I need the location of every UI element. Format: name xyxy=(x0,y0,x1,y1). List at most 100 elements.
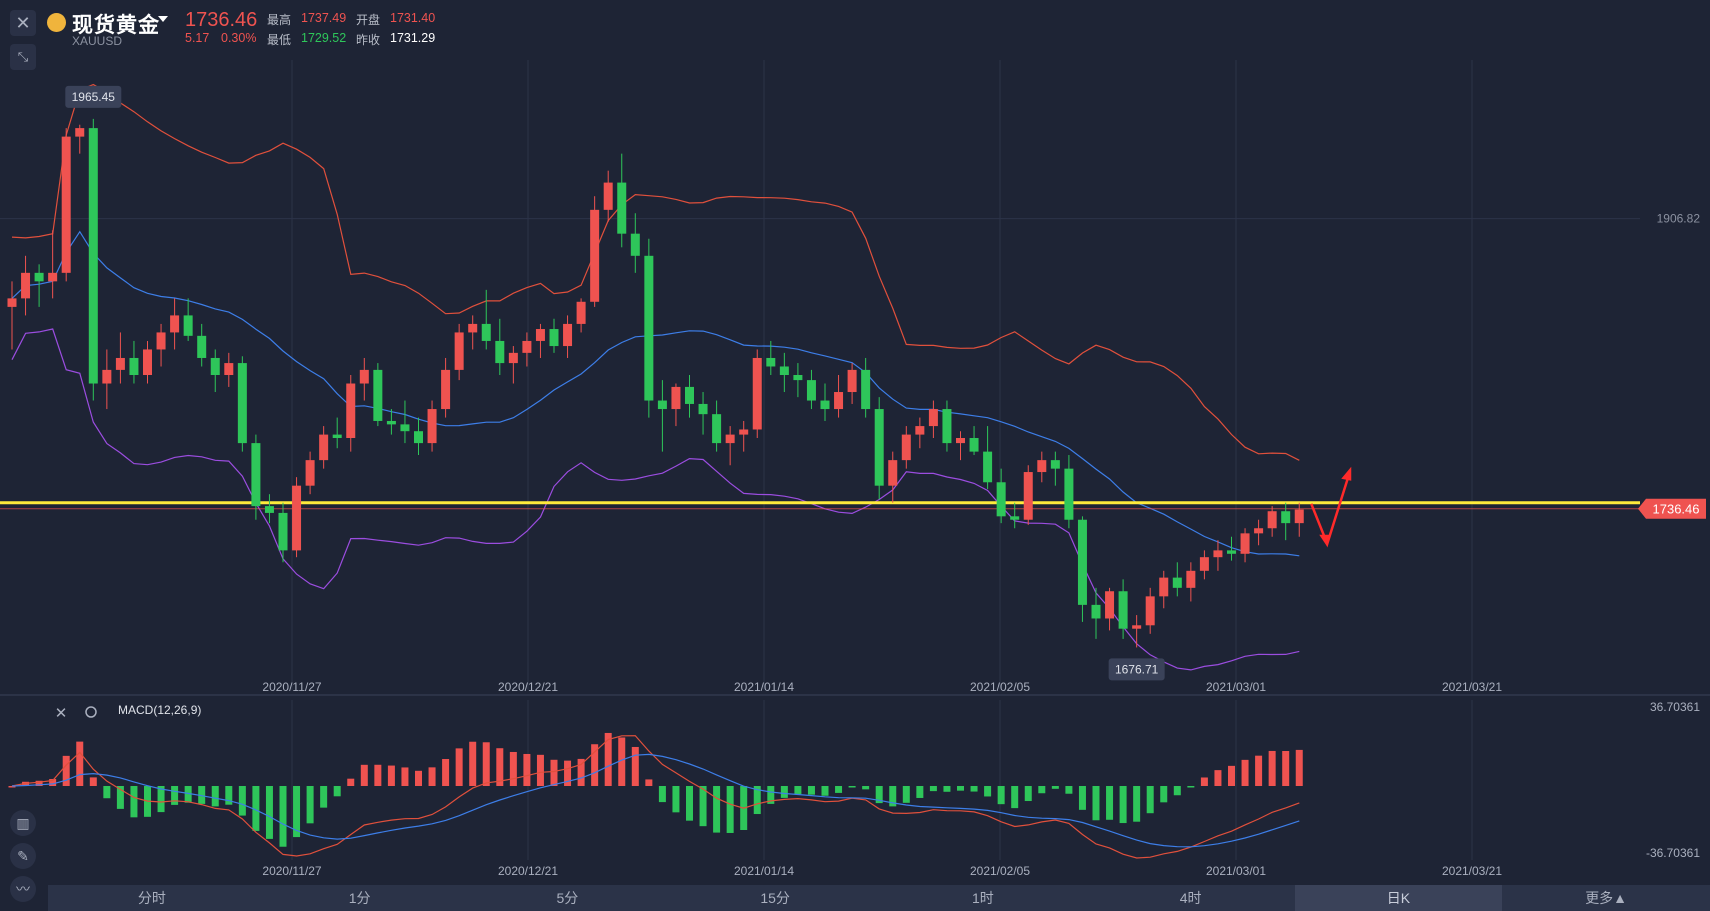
candle xyxy=(793,375,803,381)
macd-bar xyxy=(49,779,57,786)
close-icon[interactable]: ✕ xyxy=(10,10,36,36)
candle xyxy=(427,409,437,444)
candle xyxy=(115,357,125,370)
tab-timeframe[interactable]: 分时 xyxy=(137,890,166,906)
macd-bar xyxy=(442,759,450,786)
macd-bar xyxy=(130,786,138,818)
collapse-icon[interactable]: ⤡ xyxy=(10,44,36,70)
macd-bar xyxy=(943,786,951,792)
macd-bar xyxy=(713,786,721,833)
arrow-head-icon xyxy=(1319,534,1330,547)
candle xyxy=(88,128,98,384)
macd-y-top-label: 36.70361 xyxy=(1650,700,1700,714)
x-tick-label: 2020/12/21 xyxy=(498,680,558,694)
candle xyxy=(1186,570,1196,588)
candle xyxy=(752,357,762,430)
pencil-icon[interactable]: ✎ xyxy=(10,843,36,869)
candle xyxy=(1199,557,1209,571)
candle xyxy=(1077,519,1087,605)
candle xyxy=(495,340,505,364)
candle xyxy=(1064,468,1074,520)
tab-timeframe[interactable]: 4时 xyxy=(1179,890,1202,906)
macd-bar xyxy=(333,786,341,797)
macd-bar xyxy=(1214,770,1222,786)
candle xyxy=(712,414,722,444)
tab-timeframe[interactable]: 15分 xyxy=(760,890,790,906)
macd-x-tick-label: 2020/12/21 xyxy=(498,864,558,878)
candle xyxy=(1213,550,1223,558)
candle xyxy=(847,369,857,393)
candle xyxy=(481,323,491,341)
candle xyxy=(468,323,478,333)
macd-panel: MACD(12,26,9) 36.70361 -36.70361 ✕ xyxy=(8,700,1700,860)
tab-timeframe[interactable]: 5分 xyxy=(556,890,579,906)
candle xyxy=(535,329,545,341)
tab-timeframe[interactable]: 1分 xyxy=(348,890,371,906)
candle xyxy=(441,369,451,410)
candle xyxy=(739,429,749,435)
candle xyxy=(508,352,518,364)
macd-bar xyxy=(1200,777,1208,786)
price-change-pct: 0.30% xyxy=(221,31,257,45)
macd-bar xyxy=(848,786,856,788)
macd-bar xyxy=(889,786,897,807)
candle xyxy=(183,315,193,336)
macd-bar xyxy=(293,786,301,838)
macd-bar xyxy=(1133,786,1141,822)
candle xyxy=(1132,625,1142,629)
candle xyxy=(820,400,830,410)
macd-bar xyxy=(35,780,43,786)
macd-bar xyxy=(469,741,477,786)
macd-bar xyxy=(780,786,788,798)
high-label: 最高 xyxy=(267,13,292,27)
current-price-tag: 1736.46 xyxy=(1653,502,1700,517)
macd-bar xyxy=(320,786,328,808)
candle-style-icon[interactable]: ▥ xyxy=(10,810,36,836)
candle xyxy=(21,272,31,299)
tab-more[interactable]: 更多▲ xyxy=(1585,890,1628,906)
tab-timeframe-active[interactable]: 日K xyxy=(1294,885,1503,911)
candle xyxy=(779,366,789,375)
macd-bar xyxy=(1051,786,1059,789)
candle xyxy=(1105,591,1115,619)
macd-bar xyxy=(1268,750,1276,786)
candle xyxy=(7,298,17,307)
macd-bar xyxy=(8,786,16,788)
candle xyxy=(129,357,139,375)
candle xyxy=(685,386,694,404)
prev-close-value: 1731.29 xyxy=(390,31,436,45)
macd-bar xyxy=(970,786,978,792)
macd-dif-line xyxy=(11,735,1300,859)
macd-bar xyxy=(1065,786,1073,794)
macd-bar xyxy=(604,732,612,786)
boll-upper-line xyxy=(11,83,1300,461)
macd-y-bottom-label: -36.70361 xyxy=(1646,846,1700,860)
gold-icon xyxy=(47,13,66,32)
macd-label: MACD(12,26,9) xyxy=(118,703,201,717)
macd-bar xyxy=(997,786,1005,805)
indicator-icon[interactable]: 〰 xyxy=(10,876,36,902)
macd-bar xyxy=(577,758,585,786)
macd-bar xyxy=(76,741,84,786)
macd-x-tick-label: 2021/02/05 xyxy=(970,864,1030,878)
candle xyxy=(237,363,247,444)
macd-bar xyxy=(1295,749,1303,786)
macd-bar xyxy=(238,786,246,816)
candle xyxy=(874,409,884,486)
candle xyxy=(603,182,613,210)
boll-lines xyxy=(11,83,1300,671)
candle xyxy=(1172,577,1182,588)
candle xyxy=(346,383,356,438)
candle xyxy=(400,424,410,432)
symbol-code: XAUUSD xyxy=(72,34,123,48)
candle xyxy=(1227,550,1236,554)
chevron-down-icon[interactable] xyxy=(158,16,168,22)
tab-timeframe[interactable]: 1时 xyxy=(971,890,994,906)
macd-bar xyxy=(265,786,273,839)
candle xyxy=(969,438,979,452)
candle xyxy=(61,136,71,273)
macd-bar xyxy=(564,760,572,786)
macd-bar xyxy=(1282,751,1290,786)
macd-bar xyxy=(767,786,775,804)
